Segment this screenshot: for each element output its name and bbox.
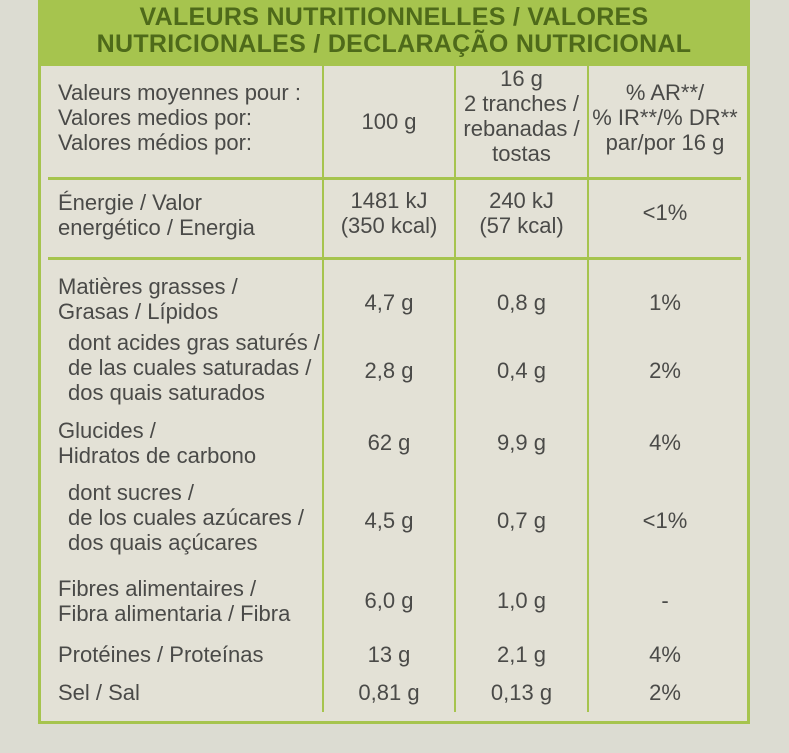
salt-label: Sel / Sal <box>58 680 140 705</box>
protein-label: Protéines / Proteínas <box>58 642 264 667</box>
header-label-es: Valores medios por: <box>58 105 253 130</box>
sugars-label-1: dont sucres / <box>68 480 194 505</box>
fibre-label: Fibres alimentaires / Fibra alimentaria … <box>48 568 323 634</box>
sugars-per16: 0,7 g <box>454 480 588 568</box>
fibre-ri: - <box>587 568 741 634</box>
protein-per16: 2,1 g <box>454 634 588 672</box>
fibre-label-2: Fibra alimentaria / Fibra <box>58 601 291 626</box>
salt-per100: 0,81 g <box>322 672 455 712</box>
saturated-label-2: de las cuales saturadas / <box>68 355 312 380</box>
fat-per100: 4,7 g <box>322 256 455 330</box>
header-portion-4: tostas <box>492 141 551 166</box>
table-row: dont acides gras saturés / de las cuales… <box>48 330 741 418</box>
saturated-label-3: dos quais saturados <box>68 380 265 405</box>
salt-per16: 0,13 g <box>454 672 588 712</box>
sugars-label-3: dos quais açúcares <box>68 530 258 555</box>
protein-per100: 13 g <box>322 634 455 672</box>
header-label-cell: Valeurs moyennes pour : Valores medios p… <box>48 66 323 178</box>
carbs-label-1: Glucides / <box>58 418 156 443</box>
fat-per16: 0,8 g <box>454 256 588 330</box>
table-row: Matières grasses / Grasas / Lípidos 4,7 … <box>48 256 741 330</box>
energy-per16: 240 kJ (57 kcal) <box>454 176 588 258</box>
energy-kj-100: 1481 kJ <box>350 187 428 213</box>
table-row: Glucides / Hidratos de carbono 62 g 9,9 … <box>48 418 741 480</box>
energy-kj-16: 240 kJ <box>489 187 554 213</box>
header-ri-2: % IR**/% DR** <box>592 105 738 130</box>
fat-label-2: Grasas / Lípidos <box>58 298 219 324</box>
header-per100: 100 g <box>322 66 455 178</box>
carbs-ri: 4% <box>587 418 741 480</box>
table-row: Sel / Sal 0,81 g 0,13 g 2% <box>48 672 741 712</box>
title-line-1: VALEURS NUTRITIONNELLES / VALORES <box>139 3 649 31</box>
energy-ri: <1% <box>587 176 741 258</box>
fat-label: Matières grasses / Grasas / Lípidos <box>48 256 323 330</box>
carbs-label-2: Hidratos de carbono <box>58 443 257 468</box>
fat-ri: 1% <box>587 256 741 330</box>
header-row: Valeurs moyennes pour : Valores medios p… <box>48 66 741 178</box>
header-ri-3: par/por 16 g <box>605 130 725 155</box>
carbs-label: Glucides / Hidratos de carbono <box>48 418 323 480</box>
energy-row: Énergie / Valor energético / Energia 148… <box>48 176 741 258</box>
carbs-per100: 62 g <box>322 418 455 480</box>
saturated-label-1: dont acides gras saturés / <box>68 330 320 355</box>
energy-kcal-16: (57 kcal) <box>479 212 564 238</box>
fat-label-1: Matières grasses / <box>58 273 238 299</box>
fibre-per16: 1,0 g <box>454 568 588 634</box>
sugars-label: dont sucres / de los cuales azúcares / d… <box>48 480 323 568</box>
nutrition-title: VALEURS NUTRITIONNELLES / VALORES NUTRIC… <box>41 0 747 66</box>
energy-label-2: energético / Energia <box>58 214 255 240</box>
energy-label-1: Énergie / Valor <box>58 189 202 215</box>
carbs-per16: 9,9 g <box>454 418 588 480</box>
sugars-label-2: de los cuales azúcares / <box>68 505 305 530</box>
saturated-per16: 0,4 g <box>454 330 588 418</box>
header-ri-1: % AR**/ <box>625 80 705 105</box>
nutrition-table: Valeurs moyennes pour : Valores medios p… <box>48 66 741 712</box>
protein-ri: 4% <box>587 634 741 672</box>
energy-per100: 1481 kJ (350 kcal) <box>322 176 455 258</box>
energy-kcal-100: (350 kcal) <box>340 212 438 238</box>
saturated-label: dont acides gras saturés / de las cuales… <box>48 330 323 418</box>
header-label-fr: Valeurs moyennes pour : <box>58 80 301 105</box>
header-portion-2: 2 tranches / <box>464 91 579 116</box>
header-ri-cell: % AR**/ % IR**/% DR** par/por 16 g <box>587 66 741 178</box>
nutrition-panel: VALEURS NUTRITIONNELLES / VALORES NUTRIC… <box>38 0 750 724</box>
sugars-ri: <1% <box>587 480 741 568</box>
saturated-per100: 2,8 g <box>322 330 455 418</box>
energy-label: Énergie / Valor energético / Energia <box>48 176 323 258</box>
header-label-pt: Valores médios por: <box>58 130 253 155</box>
saturated-ri: 2% <box>587 330 741 418</box>
fibre-per100: 6,0 g <box>322 568 455 634</box>
sugars-per100: 4,5 g <box>322 480 455 568</box>
title-line-2: NUTRICIONALES / DECLARAÇÃO NUTRICIONAL <box>96 30 692 58</box>
header-portion-cell: 16 g 2 tranches / rebanadas / tostas <box>454 66 588 178</box>
table-row: Fibres alimentaires / Fibra alimentaria … <box>48 568 741 634</box>
salt-ri: 2% <box>587 672 741 712</box>
header-portion-1: 16 g <box>500 66 543 91</box>
table-row: dont sucres / de los cuales azúcares / d… <box>48 480 741 568</box>
table-row: Protéines / Proteínas 13 g 2,1 g 4% <box>48 634 741 672</box>
header-portion-3: rebanadas / <box>463 116 580 141</box>
fibre-label-1: Fibres alimentaires / <box>58 576 257 601</box>
